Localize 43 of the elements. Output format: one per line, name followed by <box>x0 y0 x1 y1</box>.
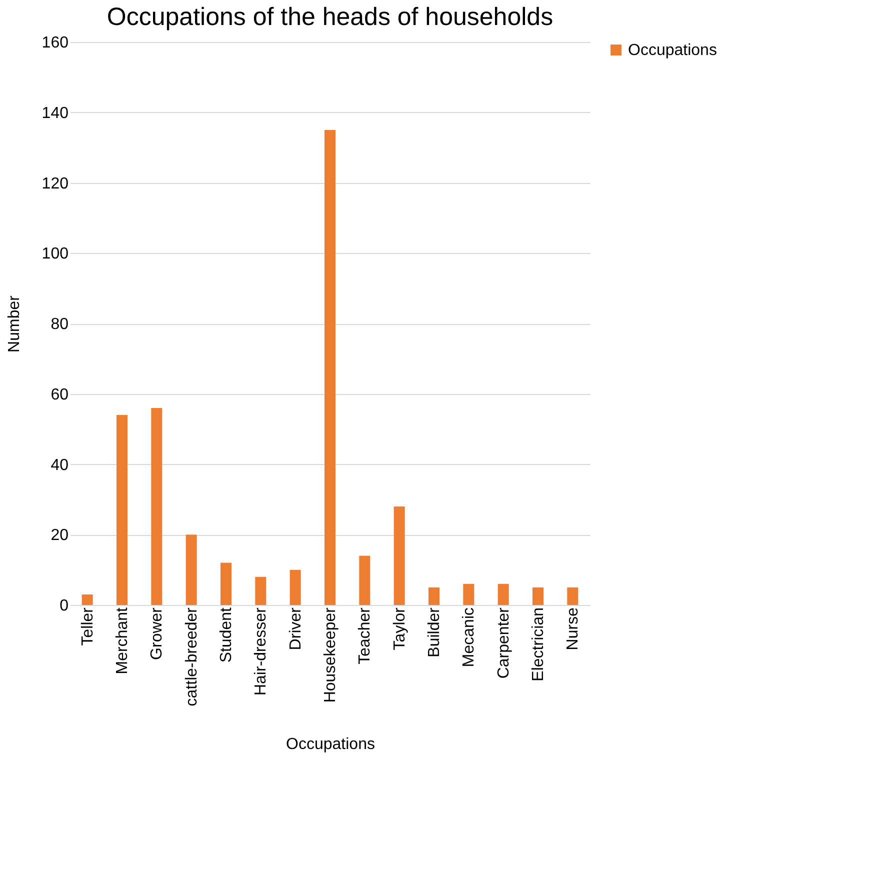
y-tick-label: 100 <box>42 246 69 263</box>
x-tick-label: Teller <box>79 606 96 646</box>
bar <box>255 576 266 605</box>
bar <box>394 506 405 605</box>
x-tick-label: Taylor <box>391 606 408 650</box>
x-tick-label: Driver <box>287 606 304 650</box>
bar <box>82 594 93 605</box>
x-tick-label: Nurse <box>564 607 582 650</box>
y-tick-label: 40 <box>50 456 69 474</box>
bar <box>220 562 232 605</box>
bar <box>428 587 440 605</box>
x-tick-label: Student <box>218 606 235 663</box>
bar <box>567 587 578 605</box>
x-tick-label: Merchant <box>114 606 131 674</box>
x-tick-label: Mecanic <box>460 608 478 668</box>
x-axis-title: Occupations <box>286 736 375 754</box>
bar <box>116 414 128 605</box>
bar <box>290 570 301 605</box>
bar <box>324 130 336 605</box>
x-tick-label: cattle-breeder <box>183 606 200 706</box>
y-tick-label: 120 <box>42 175 69 192</box>
x-tick-label: Carpenter <box>495 606 512 679</box>
bar <box>186 534 197 605</box>
bar <box>532 587 544 605</box>
legend-label: Occupations <box>628 42 717 59</box>
bar <box>498 584 509 605</box>
x-tick-label: Teacher <box>356 606 374 664</box>
y-tick-label: 0 <box>60 598 69 614</box>
y-tick-label: 60 <box>50 386 69 404</box>
bar <box>463 584 474 605</box>
x-tick-label: Electrician <box>530 608 547 682</box>
y-tick-label: 20 <box>50 527 69 544</box>
bar <box>359 556 370 605</box>
y-tick-label: 160 <box>42 34 69 52</box>
bar <box>151 408 162 605</box>
y-tick-label: 140 <box>42 104 69 122</box>
y-tick-label: 80 <box>50 316 69 333</box>
x-tick-label: Housekeeper <box>322 606 339 703</box>
chart-title: Occupations of the heads of households <box>106 3 554 31</box>
x-tick-label: Builder <box>426 606 443 658</box>
y-axis-title: Number <box>6 294 23 352</box>
x-tick-label: Hair-dresser <box>252 606 270 696</box>
x-tick-label: Grower <box>148 606 166 660</box>
